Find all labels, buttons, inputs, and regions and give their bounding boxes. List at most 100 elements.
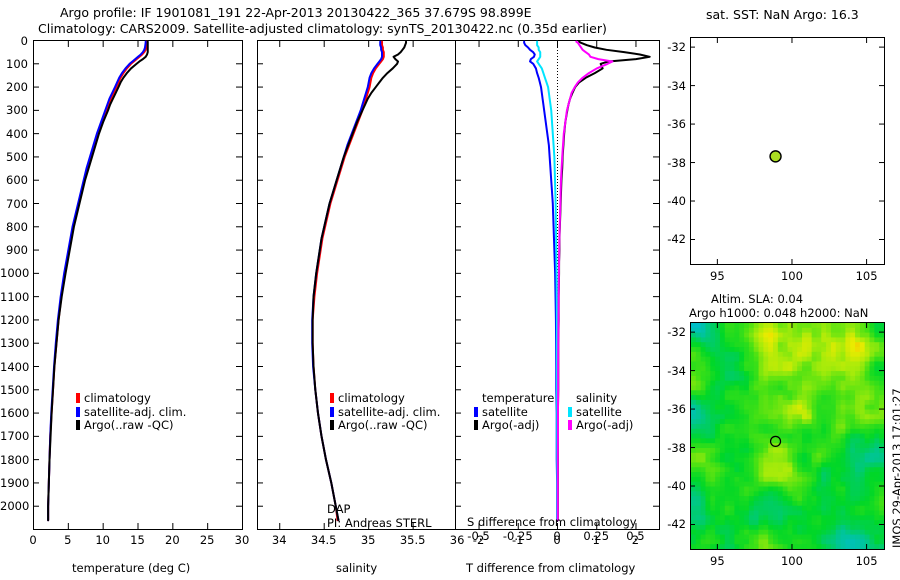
legend-label-argo-salinity: Argo(..raw -QC) [338, 418, 428, 432]
salinity-tick-label: 34.5 [310, 533, 337, 547]
legend-label-salinity-argo: Argo(-adj) [576, 418, 634, 432]
legend-item-climatology-salinity: climatology [330, 391, 440, 406]
sst-map-lat-tick: -34 [667, 78, 686, 93]
legend-item-satellite-adj: satellite-adj. clim. [76, 405, 186, 420]
temperature-plot-area [33, 40, 243, 530]
temperature-tick-label: 30 [234, 533, 250, 547]
sla-map-lat-tick: -38 [667, 440, 686, 455]
page-title-line1: Argo profile: IF 1901081_191 22-Apr-2013… [60, 5, 532, 20]
sla-map-lon-tick: 95 [710, 554, 725, 568]
legend-item-salinity-argo: Argo(-adj) [568, 418, 634, 433]
legend-swatch-temperature-satellite [474, 406, 478, 417]
attribution-dap: DAP [327, 502, 351, 516]
pressure-tick-label: 0 [20, 33, 28, 48]
legend-swatch-argo-salinity [330, 420, 334, 430]
pressure-tick-label: 100 [6, 56, 28, 71]
page-title-line2: Climatology: CARS2009. Satellite-adjuste… [38, 21, 607, 36]
temperature-tick-label: 20 [165, 533, 180, 547]
salinity-tick-label: 36 [449, 533, 465, 547]
t-difference-tick-label: -1 [512, 533, 524, 547]
legend-swatch-temperature-argo [474, 420, 478, 430]
s-difference-tick-label: -0.25 [502, 529, 533, 543]
difference-legend-temperature: temperature satellite Argo(-adj) [474, 391, 555, 433]
salinity-legend: climatology satellite-adj. clim. Argo(..… [330, 391, 441, 433]
pressure-tick-label: 800 [6, 219, 28, 234]
legend-swatch-salinity-argo [568, 420, 572, 430]
legend-header-temperature: temperature [482, 391, 555, 405]
t-difference-tick-label: 1 [592, 533, 600, 547]
temperature-tick-label: 10 [95, 533, 110, 547]
t-difference-tick-label: -2 [472, 533, 485, 547]
sla-map-lat-tick: -42 [667, 517, 686, 532]
legend-swatch-satellite-adj-salinity [330, 406, 334, 417]
s-difference-tick-label: -0.5 [467, 529, 490, 543]
t-difference-tick-label: 0 [553, 533, 561, 547]
legend-item-salinity-satellite: satellite [568, 404, 633, 420]
s-difference-tick-label: 0.25 [583, 529, 610, 543]
sst-map-lat-tick: -36 [667, 117, 686, 132]
sla-map-lat-tick: -36 [667, 402, 686, 417]
pressure-tick-label: 400 [6, 126, 28, 141]
legend-item-temperature-argo: Argo(-adj) [474, 418, 554, 433]
legend-label-climatology-salinity: climatology [338, 391, 405, 405]
attribution-pi: PI: Andreas STERL [327, 516, 432, 530]
s-difference-tick-label: 0 [553, 529, 561, 543]
sla-map-lat-tick: -40 [667, 479, 686, 494]
pressure-tick-label: 900 [6, 243, 28, 258]
sst-map-lon-tick: 100 [780, 269, 803, 283]
salinity-profile-panel [257, 40, 467, 530]
legend-label-argo: Argo(..raw -QC) [84, 418, 174, 432]
difference-profile-panel [455, 40, 660, 530]
pressure-tick-label: 500 [6, 149, 28, 164]
temperature-tick-label: 5 [64, 533, 72, 547]
pressure-tick-label: 700 [6, 196, 28, 211]
sla-map-lon-tick: 105 [855, 554, 878, 568]
pressure-tick-label: 1800 [0, 452, 30, 467]
temperature-tick-label: 15 [130, 533, 145, 547]
pressure-tick-label: 1900 [0, 475, 30, 490]
sst-map-lat-tick: -32 [667, 40, 686, 55]
legend-swatch-climatology [76, 393, 80, 403]
pressure-tick-label: 1100 [0, 289, 30, 304]
pressure-tick-label: 1600 [0, 406, 30, 421]
sst-map-lon-tick: 105 [855, 269, 878, 283]
salinity-tick-label: 35 [360, 533, 376, 547]
legend-swatch-salinity-satellite [568, 406, 572, 417]
legend-header-salinity: salinity [576, 391, 618, 405]
pressure-tick-label: 200 [6, 80, 28, 95]
temperature-profile-panel [33, 40, 243, 530]
pressure-tick-label: 1200 [0, 312, 30, 327]
s-difference-tick-label: 0.5 [626, 529, 645, 543]
legend-label-salinity-satellite: satellite [576, 404, 622, 419]
sla-map-lat-tick: -34 [667, 363, 686, 378]
sla-map-lat-tick: -32 [667, 325, 686, 340]
sst-map-title: sat. SST: NaN Argo: 16.3 [706, 7, 859, 22]
salinity-tick-label: 35.5 [399, 533, 426, 547]
sst-map-lat-tick: -40 [667, 194, 686, 209]
legend-swatch-satellite-adj [76, 406, 80, 417]
temperature-legend: climatology satellite-adj. clim. Argo(..… [76, 391, 186, 433]
difference-legend-salinity: salinity satellite Argo(-adj) [568, 391, 634, 433]
sla-title-line2: Argo h1000: 0.048 h2000: NaN [689, 306, 869, 320]
legend-item-temperature-satellite: satellite [474, 404, 554, 420]
pressure-tick-label: 1700 [0, 429, 30, 444]
pressure-tick-label: 1000 [0, 266, 30, 281]
footer-timestamp: IMOS 29-Apr-2013 17:01:27 [890, 388, 900, 548]
sla-map-plot-area [690, 322, 885, 550]
legend-label-temperature-satellite: satellite [482, 404, 528, 419]
pressure-tick-label: 600 [6, 173, 28, 188]
sst-map-lat-tick: -42 [667, 232, 686, 247]
sst-map-plot-area [690, 37, 885, 265]
pressure-tick-label: 300 [6, 103, 28, 118]
legend-label-satellite-adj-salinity: satellite-adj. clim. [338, 404, 441, 419]
temperature-xaxis-label: temperature (deg C) [72, 561, 191, 575]
salinity-tick-label: 34 [271, 533, 287, 547]
t-difference-tick-label: 2 [631, 533, 640, 547]
pressure-tick-label: 2000 [0, 499, 30, 514]
legend-swatch-argo [76, 420, 80, 430]
sla-title-line1: Altim. SLA: 0.04 [711, 292, 804, 306]
pressure-tick-label: 1300 [0, 336, 30, 351]
legend-item-argo-salinity: Argo(..raw -QC) [330, 418, 440, 433]
sla-map-panel [690, 322, 885, 550]
salinity-xaxis-label: salinity [336, 561, 378, 575]
